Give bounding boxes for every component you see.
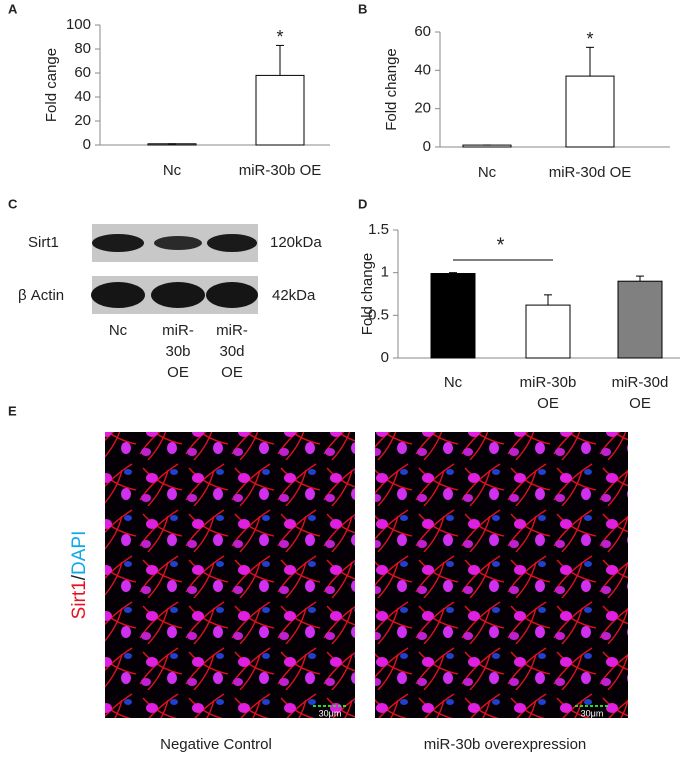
y-tick-label: 100 [66, 16, 91, 33]
image-caption: miR-30b overexpression [424, 736, 587, 753]
x-tick-label: miR-30d OE [611, 374, 669, 412]
bar [430, 273, 476, 359]
x-tick-label: Nc [477, 164, 497, 181]
x-tick-label: miR-30b OE [238, 162, 322, 179]
y-axis-title: Fold cange [43, 48, 60, 122]
micrograph [375, 432, 628, 718]
x-tick-label: miR-30b OE [519, 374, 577, 412]
bar [617, 280, 663, 359]
annotation: * [497, 234, 505, 256]
scale-label: 30μm [319, 708, 342, 718]
image-caption: Negative Control [160, 736, 272, 753]
bar [525, 304, 571, 359]
stain-label: Sirt1/DAPI [69, 531, 90, 620]
y-tick-label: 0 [381, 349, 389, 366]
y-tick-label: 0 [423, 138, 431, 155]
y-tick-label: 20 [414, 100, 431, 117]
blot-row-label: β Actin [18, 287, 64, 304]
stain-dapi: DAPI [69, 531, 90, 575]
panel-label: E [8, 403, 17, 418]
annotation: * [276, 27, 283, 47]
panel-label: C [8, 196, 18, 211]
panel-label: A [8, 1, 18, 16]
y-axis-title: Fold change [383, 48, 400, 131]
panel-label: B [358, 1, 367, 16]
x-tick-label: miR-30d OE [548, 164, 632, 181]
y-tick-label: 1 [381, 264, 389, 281]
y-tick-label: 0 [83, 136, 91, 153]
blot-lane-label: miR-30d OE [216, 322, 248, 381]
blot-band [207, 234, 257, 252]
y-axis-title: Fold change [359, 253, 376, 336]
bar [565, 75, 615, 148]
y-tick-label: 40 [414, 61, 431, 78]
y-tick-label: 40 [74, 88, 91, 105]
blot-size-label: 42kDa [272, 287, 316, 304]
micrograph [105, 432, 355, 718]
annotation: * [586, 29, 593, 49]
y-tick-label: 60 [74, 64, 91, 81]
x-tick-label: Nc [443, 374, 463, 391]
y-tick-label: 0.5 [368, 306, 389, 323]
y-tick-label: 60 [414, 23, 431, 40]
blot-band [151, 282, 205, 308]
blot-row-label: Sirt1 [28, 234, 59, 251]
scale-label: 30μm [581, 708, 604, 718]
bar [255, 74, 305, 146]
blot-size-label: 120kDa [270, 234, 322, 251]
y-tick-label: 80 [74, 40, 91, 57]
x-tick-label: Nc [162, 162, 182, 179]
stain-slash: / [69, 574, 90, 580]
y-tick-label: 1.5 [368, 221, 389, 238]
blot-lane-label: miR-30b OE [162, 322, 194, 381]
blot-band [154, 236, 202, 250]
stain-sirt1: Sirt1 [69, 580, 90, 619]
blot-lane-label: Nc [108, 322, 128, 339]
blot-band [206, 282, 258, 308]
blot-band [91, 282, 145, 308]
blot-band [92, 234, 144, 252]
panel-label: D [358, 196, 367, 211]
y-tick-label: 20 [74, 112, 91, 129]
